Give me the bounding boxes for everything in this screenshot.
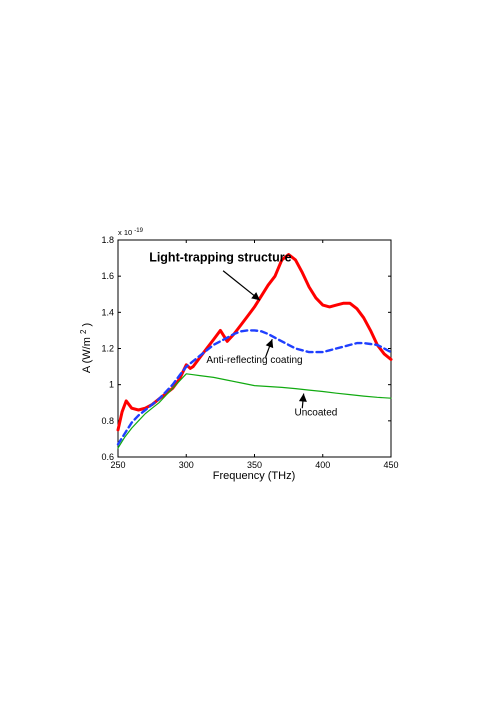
arrow-head bbox=[298, 393, 307, 402]
axis-ticks: 250 300 350 400 450 0.6 0.8 1 1.2 1.4 1.6 1.8 bbox=[101, 235, 398, 470]
y-multiplier-base: x 10 bbox=[118, 228, 132, 237]
x-tick-label: 400 bbox=[315, 460, 330, 470]
annotation-anti-reflecting: Anti-reflecting coating bbox=[206, 355, 302, 366]
x-tick-label: 300 bbox=[179, 460, 194, 470]
y-axis-label-close: ) bbox=[81, 323, 93, 327]
arrow-head bbox=[251, 292, 260, 301]
y-tick-label: 0.8 bbox=[101, 416, 114, 426]
plot-area bbox=[117, 239, 392, 458]
annotation-light-trapping: Light-trapping structure bbox=[149, 251, 291, 265]
y-tick-label: 1.4 bbox=[101, 307, 114, 317]
series-line-uncoated bbox=[117, 373, 392, 449]
arrow-head bbox=[265, 339, 274, 349]
y-tick-label: 1.2 bbox=[101, 344, 114, 354]
y-tick-label: 1.8 bbox=[101, 235, 114, 245]
y-axis-label-main: A (W/m bbox=[81, 337, 93, 373]
series-line-anti-reflecting bbox=[116, 329, 393, 446]
y-tick-label: 1 bbox=[109, 380, 114, 390]
y-axis-label-sup: 2 bbox=[79, 329, 88, 334]
x-axis-label: Frequency (THz) bbox=[213, 470, 296, 482]
y-tick-label: 1.6 bbox=[101, 271, 114, 281]
series-group bbox=[116, 253, 393, 449]
annotations: Light-trapping structure Anti-reflecting … bbox=[149, 251, 337, 419]
y-multiplier: x 10 -19 bbox=[118, 228, 144, 237]
x-tick-label: 450 bbox=[383, 460, 398, 470]
y-multiplier-exp: -19 bbox=[134, 228, 143, 234]
y-axis-label: A (W/m 2 ) bbox=[77, 323, 93, 373]
x-tick-label: 250 bbox=[110, 460, 125, 470]
y-tick-label: 0.6 bbox=[101, 452, 114, 462]
annotation-uncoated: Uncoated bbox=[295, 407, 338, 418]
x-tick-label: 350 bbox=[247, 460, 262, 470]
